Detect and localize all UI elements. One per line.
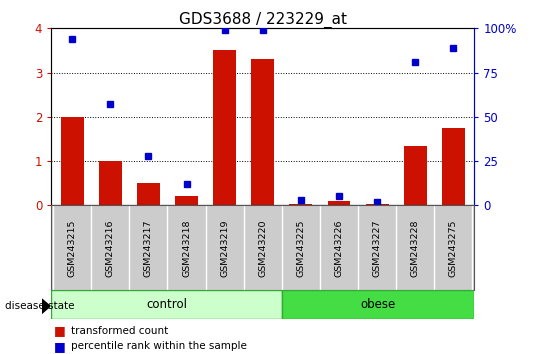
Text: ■: ■	[54, 324, 66, 337]
Text: GSM243217: GSM243217	[144, 219, 153, 276]
Bar	[328, 201, 350, 205]
Text: GSM243219: GSM243219	[220, 219, 229, 276]
Polygon shape	[42, 299, 50, 314]
Text: GSM243226: GSM243226	[335, 219, 343, 276]
Text: GSM243228: GSM243228	[411, 219, 420, 276]
Bar	[213, 51, 236, 205]
Text: GSM243227: GSM243227	[372, 219, 382, 276]
Bar	[175, 196, 198, 205]
Text: ■: ■	[54, 340, 66, 353]
Text: GSM243220: GSM243220	[258, 219, 267, 276]
Bar	[282, 290, 474, 319]
Text: GSM243225: GSM243225	[296, 219, 306, 276]
Text: GSM243218: GSM243218	[182, 219, 191, 276]
Bar	[61, 117, 84, 205]
Text: transformed count: transformed count	[71, 326, 168, 336]
Text: percentile rank within the sample: percentile rank within the sample	[71, 341, 247, 351]
Bar	[442, 128, 465, 205]
Text: control: control	[146, 298, 187, 311]
Bar	[51, 290, 282, 319]
Text: disease state: disease state	[5, 301, 75, 311]
Bar	[251, 59, 274, 205]
Text: obese: obese	[361, 298, 396, 311]
Bar	[404, 145, 427, 205]
Text: GSM243216: GSM243216	[106, 219, 115, 276]
Bar	[137, 183, 160, 205]
Text: GSM243215: GSM243215	[68, 219, 77, 276]
Bar	[99, 161, 122, 205]
Text: GSM243275: GSM243275	[449, 219, 458, 276]
Title: GDS3688 / 223229_at: GDS3688 / 223229_at	[179, 12, 347, 28]
